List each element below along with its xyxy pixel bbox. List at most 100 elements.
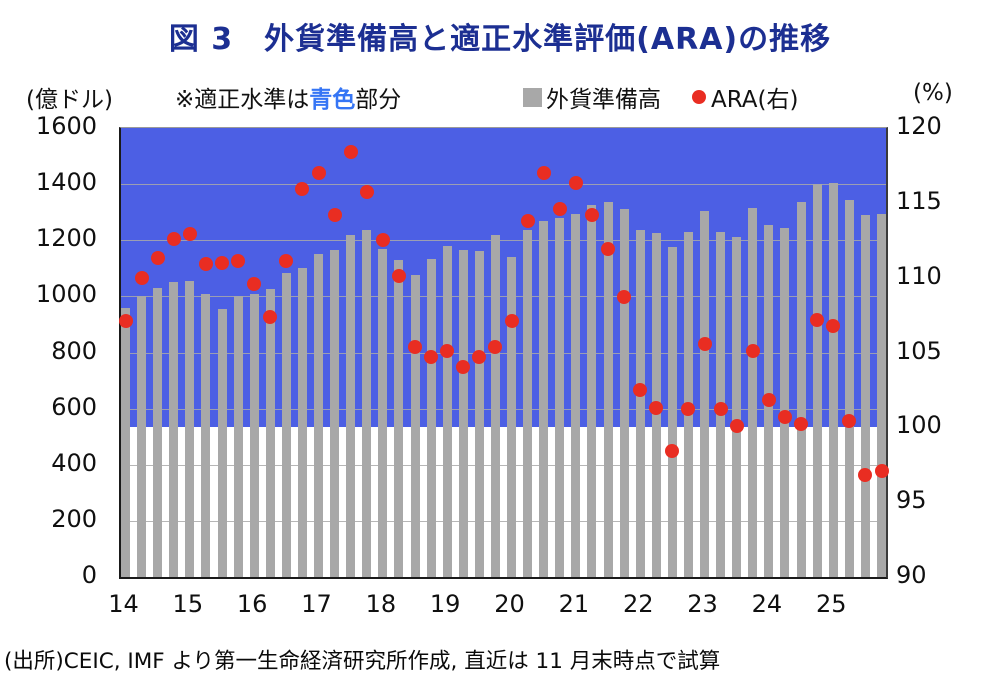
left-axis-tick-label: 1000 xyxy=(35,280,97,309)
x-axis-year-label: 16 xyxy=(236,590,268,618)
ara-dot xyxy=(166,231,181,246)
reserves-bar xyxy=(796,202,806,577)
ara-dot xyxy=(391,269,406,284)
reserves-bar xyxy=(265,289,275,577)
x-axis-year-label: 15 xyxy=(172,590,204,618)
right-axis-tick-label: 95 xyxy=(896,486,927,515)
reserves-bar xyxy=(394,259,404,577)
left-axis-tick-label: 400 xyxy=(51,448,97,477)
ara-dot xyxy=(745,344,760,358)
reserves-bar xyxy=(555,217,565,577)
reserves-bar xyxy=(281,272,291,577)
chart-title: 図 3 外貨準備高と適正水準評価(ARA)の推移 xyxy=(168,22,832,57)
ara-dot xyxy=(584,207,599,222)
ara-dot xyxy=(375,233,390,248)
reserves-bar xyxy=(571,213,581,577)
gridline xyxy=(121,408,886,410)
ara-dot xyxy=(231,254,246,269)
legend-ara: ARA(右) xyxy=(692,80,798,114)
reserves-bar xyxy=(812,184,822,577)
ara-dot xyxy=(633,382,648,397)
ara-dot xyxy=(440,344,455,358)
right-axis-tick-label: 115 xyxy=(896,186,942,215)
reserves-bar xyxy=(828,182,838,577)
ara-dot xyxy=(520,213,535,228)
legend-ara-label: ARA(右) xyxy=(711,87,799,113)
reserves-bar xyxy=(780,227,790,577)
right-axis-tick-label: 110 xyxy=(896,261,942,290)
reserves-bar xyxy=(458,250,468,577)
x-axis-year-label: 25 xyxy=(815,590,847,618)
left-axis-tick-label: 200 xyxy=(51,504,97,533)
left-axis-tick-label: 800 xyxy=(51,336,97,365)
ara-dot xyxy=(536,165,551,180)
gridline xyxy=(121,240,886,242)
ara-dot xyxy=(713,402,728,417)
ara-dot xyxy=(456,360,471,375)
reserves-bar xyxy=(249,293,259,577)
ara-dot xyxy=(472,349,487,364)
reserves-bar xyxy=(217,309,227,577)
left-axis-unit: (億ドル) xyxy=(26,87,113,113)
reserves-bar xyxy=(314,254,324,577)
ara-dot xyxy=(794,417,809,432)
ara-dot xyxy=(858,468,873,483)
ara-dot xyxy=(295,182,310,197)
reserves-bar xyxy=(442,245,452,577)
reserves-bar xyxy=(169,282,179,577)
ara-dot xyxy=(810,312,825,327)
ara-dot xyxy=(842,414,857,429)
reserves-bar xyxy=(346,234,356,577)
left-axis-tick-label: 1600 xyxy=(35,112,97,140)
ara-dot xyxy=(343,144,358,159)
reserves-bar xyxy=(877,213,886,577)
ara-dot xyxy=(665,444,680,459)
ara-dot xyxy=(198,257,213,272)
legend-reserves-label: 外貨準備高 xyxy=(546,87,661,113)
reserves-bar xyxy=(587,205,597,577)
reserves-bar xyxy=(844,199,854,577)
note-suffix: 部分 xyxy=(355,87,402,113)
right-axis-unit: (%) xyxy=(913,80,953,106)
gridline xyxy=(121,296,886,298)
reserves-bar xyxy=(619,209,629,577)
reserves-bar xyxy=(410,275,420,577)
reserves-bar xyxy=(330,250,340,577)
x-axis-year-label: 22 xyxy=(622,590,654,618)
reserves-bar xyxy=(523,230,533,577)
ara-dot xyxy=(777,409,792,424)
reserves-bar xyxy=(233,296,243,577)
x-axis-year-label: 20 xyxy=(494,590,525,618)
x-axis-year-label: 23 xyxy=(687,590,718,618)
left-axis-tick-label: 1200 xyxy=(35,224,97,253)
ara-dot xyxy=(568,176,583,191)
legend-reserves: 外貨準備高 xyxy=(523,80,661,114)
source-note: (出所)CEIC, IMF より第一生命経済研究所作成, 直近は 11 月末時点… xyxy=(4,649,721,674)
reserves-bar xyxy=(507,257,517,577)
reserves-bar xyxy=(426,258,436,577)
reserves-bar xyxy=(667,247,677,577)
gridline xyxy=(121,464,886,466)
red-dot-icon xyxy=(692,90,706,104)
x-axis-year-label: 18 xyxy=(365,590,397,618)
ara-dot xyxy=(681,402,696,417)
ara-dot xyxy=(247,276,262,291)
reserves-bar xyxy=(603,202,613,577)
ara-dot xyxy=(488,339,503,354)
ara-dot xyxy=(826,318,841,333)
adequate-level-note: ※適正水準は青色部分 xyxy=(175,80,401,114)
ara-dot xyxy=(649,400,664,415)
ara-dot xyxy=(150,251,165,266)
ara-dot xyxy=(408,339,423,354)
ara-dot xyxy=(697,336,712,351)
reserves-bar xyxy=(635,230,645,577)
reserves-bar xyxy=(201,293,211,577)
ara-dot xyxy=(215,255,229,270)
ara-dot xyxy=(359,185,374,200)
plot-area xyxy=(118,127,889,579)
gridline xyxy=(121,520,886,522)
right-axis-tick-label: 90 xyxy=(896,561,927,589)
reserves-bar xyxy=(378,248,388,577)
ara-dot xyxy=(761,393,776,408)
